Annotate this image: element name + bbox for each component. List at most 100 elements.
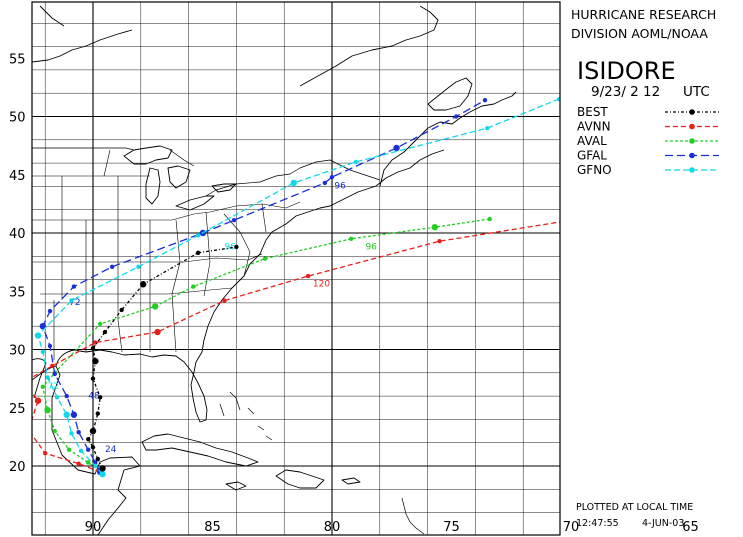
track-point — [305, 273, 311, 279]
lake-huron — [167, 165, 191, 189]
us-canada-border — [32, 147, 381, 197]
forecast-hour-label: 96 — [365, 242, 377, 252]
track-point — [262, 256, 268, 261]
lake-erie — [175, 195, 215, 211]
track-point — [353, 159, 359, 165]
legend-label: AVNN — [577, 120, 611, 134]
track-point — [195, 233, 201, 238]
track-point — [97, 395, 103, 400]
gulf-florida-coastline — [55, 149, 445, 423]
track-point — [71, 284, 77, 289]
track-point — [69, 431, 74, 436]
track-point — [329, 174, 335, 180]
track-point — [348, 236, 354, 242]
lat-tick-label: 40 — [9, 227, 26, 242]
track-best — [86, 244, 239, 472]
lon-tick-label: 85 — [204, 520, 221, 535]
track-line — [42, 218, 490, 472]
track-point — [45, 375, 50, 380]
track-point — [39, 323, 47, 330]
track-point — [222, 298, 227, 303]
lat-tick-label: 55 — [9, 52, 26, 67]
forecast-hour-label: 96 — [334, 182, 346, 192]
lat-tick-label: 50 — [9, 111, 26, 126]
track-point — [437, 238, 442, 244]
track-point — [90, 376, 96, 381]
lat-tick-label: 20 — [9, 460, 26, 475]
clock-time: 12:47:55 — [576, 518, 619, 529]
track-point — [322, 180, 328, 186]
track-aval: 96 — [40, 216, 492, 474]
track-point — [487, 216, 492, 222]
track-point — [86, 460, 91, 465]
legend-marker — [689, 167, 695, 173]
track-point — [78, 448, 84, 454]
track-point — [47, 343, 53, 349]
maritimes-coastline — [379, 91, 517, 187]
hispaniola — [275, 469, 325, 489]
track-point — [482, 97, 488, 103]
storm-name: ISIDORE — [577, 57, 676, 85]
track-point — [195, 250, 201, 256]
track-point — [97, 321, 103, 327]
track-point — [485, 125, 490, 131]
lake-michigan — [145, 167, 161, 205]
track-point — [95, 456, 100, 462]
track-point — [154, 328, 161, 336]
puerto-rico — [341, 477, 361, 485]
track-point — [52, 428, 57, 434]
track-point — [34, 397, 42, 404]
lat-tick-label: 45 — [9, 169, 26, 184]
track-point — [70, 411, 78, 418]
forecast-hour-label: 48 — [88, 391, 100, 401]
track-point — [151, 303, 159, 310]
track-point — [86, 437, 91, 442]
legend-label: AVAL — [577, 134, 607, 148]
track-point — [90, 346, 96, 351]
info-panel: HURRICANE RESEARCH DIVISION AOML/NOAA IS… — [571, 7, 719, 529]
newfoundland-coastline — [427, 77, 473, 111]
time-zone: UTC — [683, 84, 710, 100]
lon-tick-label: 90 — [85, 520, 102, 535]
track-point — [119, 307, 124, 313]
track-point — [89, 427, 97, 435]
legend-item-best: BEST — [577, 105, 719, 119]
legend-marker — [689, 138, 695, 144]
track-line — [32, 221, 560, 473]
track-point — [290, 179, 297, 187]
track-point — [63, 411, 70, 418]
track-point — [66, 447, 72, 452]
legend-marker — [689, 123, 695, 130]
lake-ontario — [211, 183, 237, 193]
org-line-2: DIVISION AOML/NOAA — [571, 26, 708, 41]
lake-superior — [123, 145, 173, 165]
forecast-hour-label: 120 — [313, 280, 330, 290]
lon-tick-label: 75 — [443, 520, 460, 535]
track-point — [393, 144, 400, 152]
track-point — [431, 223, 438, 231]
track-point — [234, 244, 239, 250]
track-point — [109, 264, 115, 269]
jamaica — [225, 481, 247, 491]
track-point — [90, 445, 96, 450]
legend-marker — [689, 152, 695, 159]
legend-item-gfal: GFAL — [577, 149, 719, 163]
run-date: 4-JUN-03 — [642, 518, 684, 529]
track-point — [34, 332, 42, 339]
forecast-hour-label: 72 — [69, 298, 80, 308]
forecast-hour-label: 24 — [105, 445, 117, 455]
legend-item-aval: AVAL — [577, 134, 719, 148]
track-point — [139, 281, 147, 288]
forecast-tracks: 12014416896244872967296120 — [32, 96, 560, 478]
lesser-antilles — [401, 497, 425, 535]
track-line — [37, 97, 560, 475]
track-point — [102, 329, 108, 335]
state-borders — [32, 149, 301, 360]
legend-label: GFNO — [577, 163, 612, 177]
track-point — [76, 430, 81, 435]
legend-marker — [689, 109, 695, 115]
track-point — [93, 460, 98, 465]
